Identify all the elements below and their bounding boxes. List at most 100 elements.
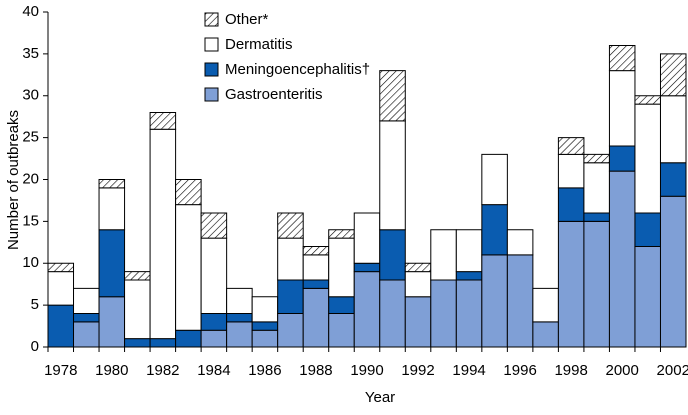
y-tick-label: 15 xyxy=(22,212,39,229)
bar-segment xyxy=(557,187,585,222)
bar-segment xyxy=(634,246,661,348)
bar-segment xyxy=(200,313,228,331)
bar-segment xyxy=(328,237,355,298)
bar-segment xyxy=(47,304,75,348)
y-tick-label: 40 xyxy=(22,3,39,20)
bar-segment xyxy=(47,271,75,306)
bar-segment xyxy=(98,229,126,298)
bar-segment xyxy=(175,204,202,331)
bar-segment xyxy=(506,254,534,348)
bar-segment xyxy=(430,279,457,348)
bar-segment xyxy=(149,338,177,348)
bar-segment xyxy=(634,103,661,214)
bar-segment xyxy=(557,220,585,348)
bar-segment xyxy=(481,153,508,206)
bar-segment xyxy=(583,162,610,214)
legend-label: Other* xyxy=(225,11,269,28)
bar-segment xyxy=(404,271,432,298)
bar-segment xyxy=(634,212,661,247)
bar-segment xyxy=(149,128,177,340)
bar-segment xyxy=(47,262,75,273)
bar-segment xyxy=(481,254,508,348)
bar-segment xyxy=(200,212,228,239)
x-tick-label: 1986 xyxy=(248,362,281,379)
bar-segment xyxy=(226,321,253,348)
bar-segment xyxy=(328,229,355,239)
bar-segment xyxy=(659,95,687,164)
x-axis-title: Year xyxy=(365,389,395,406)
bar-segment xyxy=(73,321,100,348)
legend-swatch xyxy=(204,87,219,102)
bar-segment xyxy=(73,313,100,323)
bar-segment xyxy=(277,212,304,239)
bar-segment xyxy=(455,279,483,348)
bar-segment xyxy=(98,179,126,189)
bar-segment xyxy=(73,287,100,314)
bar-segment xyxy=(532,321,559,348)
bar-segment xyxy=(557,153,585,189)
bar-segment xyxy=(481,204,508,256)
y-tick-label: 10 xyxy=(22,254,39,271)
x-tick-label: 1980 xyxy=(95,362,128,379)
x-tick-label: 1988 xyxy=(299,362,332,379)
bar-segment xyxy=(379,229,406,281)
bar-segment xyxy=(404,262,432,273)
bar-segment xyxy=(124,338,151,348)
y-tick-label: 35 xyxy=(22,45,39,62)
bar-segment xyxy=(251,296,279,323)
bar-segment xyxy=(379,70,406,122)
y-tick-label: 30 xyxy=(22,87,39,104)
y-tick-label: 0 xyxy=(31,338,39,355)
bar-segment xyxy=(659,53,687,97)
bar-segment xyxy=(226,287,253,314)
bar-segment xyxy=(634,95,661,105)
bar-segment xyxy=(175,329,202,348)
bar-segment xyxy=(98,187,126,231)
bar-segment xyxy=(226,313,253,323)
x-tick-label: 1990 xyxy=(350,362,383,379)
bar-segment xyxy=(379,120,406,231)
bar-segment xyxy=(302,246,330,256)
bar-segment xyxy=(379,279,406,348)
bar-segment xyxy=(608,70,636,147)
bar-segment xyxy=(175,179,202,206)
bar-segment xyxy=(455,271,483,281)
bar-segment xyxy=(404,296,432,348)
bar-segment xyxy=(302,254,330,281)
bar-segment xyxy=(557,137,585,155)
bar-segment xyxy=(583,153,610,164)
x-tick-label: 1996 xyxy=(503,362,536,379)
x-tick-label: 1984 xyxy=(197,362,230,379)
x-tick-label: 1994 xyxy=(452,362,485,379)
y-tick-label: 20 xyxy=(22,170,39,187)
legend-swatch xyxy=(204,62,219,77)
bar-segment xyxy=(353,262,381,273)
bar-segment xyxy=(328,296,355,314)
bar-segment xyxy=(608,45,636,72)
x-tick-label: 2002 xyxy=(657,362,688,379)
legend-label: Meningoencephalitis† xyxy=(225,61,370,78)
bar-segment xyxy=(583,220,610,348)
bar-segment xyxy=(328,313,355,348)
bar-segment xyxy=(200,329,228,348)
x-tick-label: 1978 xyxy=(44,362,77,379)
bar-segment xyxy=(353,271,381,348)
legend-label: Gastroenteritis xyxy=(225,86,323,103)
y-axis-title: Number of outbreaks xyxy=(5,110,22,250)
bar-segment xyxy=(149,112,177,130)
bar-segment xyxy=(302,287,330,348)
bar-segment xyxy=(124,271,151,281)
bar-segment xyxy=(608,170,636,348)
bar-segment xyxy=(277,313,304,348)
bar-segment xyxy=(608,145,636,172)
bar-segment xyxy=(583,212,610,222)
bar-segment xyxy=(532,287,559,323)
x-tick-label: 1982 xyxy=(146,362,179,379)
x-tick-label: 2000 xyxy=(606,362,639,379)
legend-label: Dermatitis xyxy=(225,36,293,53)
bar-segment xyxy=(200,237,228,314)
x-tick-label: 1992 xyxy=(401,362,434,379)
y-tick-label: 25 xyxy=(22,129,39,146)
bar-segment xyxy=(659,195,687,348)
